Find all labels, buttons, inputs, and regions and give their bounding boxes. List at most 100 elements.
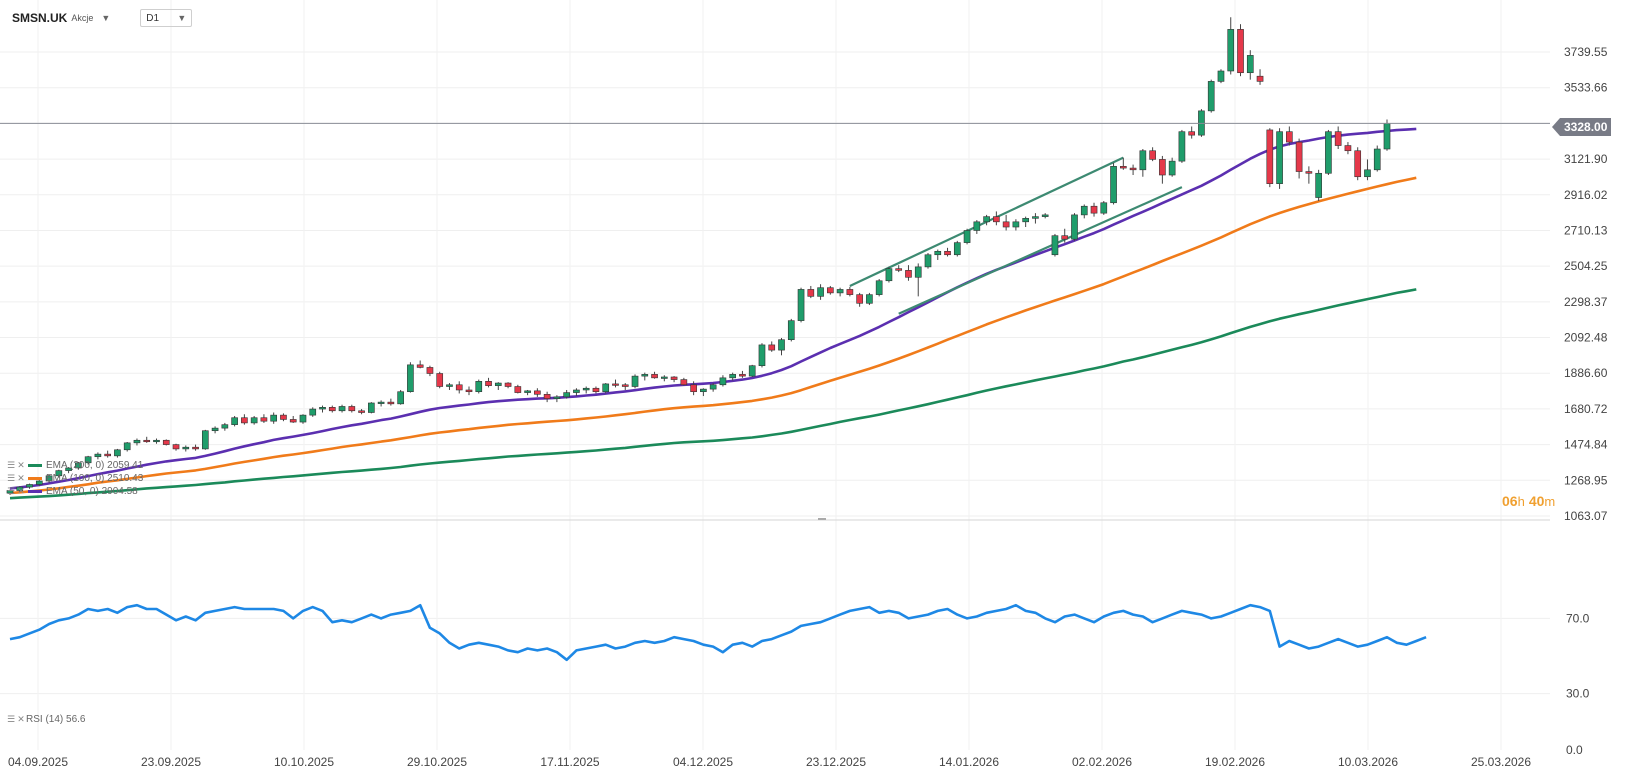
candle-up (973, 221, 981, 231)
close-icon[interactable]: ✕ (17, 486, 25, 496)
candle-up (6, 490, 14, 494)
ema100-value: 2510.43 (107, 473, 144, 484)
time-tick-label: 04.12.2025 (673, 755, 733, 769)
candle-up (953, 242, 961, 256)
candle-up (1100, 202, 1108, 214)
candle-up (1032, 216, 1039, 219)
symbol-dropdown-caret-icon[interactable]: ▼ (101, 13, 111, 23)
candle-down (543, 394, 551, 399)
ema100-label: EMA (100, 0) (46, 473, 105, 484)
candle-down (1119, 166, 1127, 169)
candle-down (1149, 150, 1156, 160)
candle-up (573, 389, 580, 393)
candle-up (1276, 131, 1283, 184)
price-tick-label: 3739.55 (1564, 45, 1608, 59)
price-tick-label: 1886.60 (1564, 366, 1608, 380)
candle-down (1286, 131, 1293, 143)
candle-up (553, 396, 561, 399)
time-tick-label: 23.09.2025 (141, 755, 201, 769)
candle-down (241, 417, 248, 424)
time-tick-label: 17.11.2025 (540, 755, 599, 769)
chart-toolbar: SMSN.UK Akcje ▼ D1 ▼ (12, 8, 193, 28)
candle-down (514, 386, 522, 393)
candle-down (993, 216, 1000, 223)
candle-down (426, 367, 434, 374)
candle-down (690, 384, 697, 393)
menu-icon[interactable]: ☰ (6, 486, 16, 496)
candle-up (397, 391, 404, 405)
close-icon[interactable]: ✕ (17, 714, 25, 724)
symbol-label: SMSN.UK (12, 11, 68, 25)
countdown-hours-unit: h (1517, 494, 1525, 509)
candle-up (1315, 172, 1322, 198)
price-tick-label: 2916.02 (1564, 188, 1608, 202)
last-price-tag: 3328.00 (1551, 118, 1612, 136)
candle-down (1061, 235, 1069, 240)
candle-down (895, 268, 903, 271)
candle-up (84, 456, 92, 464)
candle-up (75, 462, 82, 469)
price-tick-label: 1268.95 (1564, 473, 1608, 487)
candle-down (465, 389, 473, 393)
candle-down (680, 379, 688, 386)
candle-up (1071, 214, 1078, 240)
rsi-axis: 70.0 30.0 0.0 (1566, 611, 1590, 757)
candle-up (114, 449, 121, 457)
ema50-line (9, 127, 1417, 490)
candle-down (172, 444, 180, 450)
candle-up (65, 467, 72, 471)
candle-down (436, 373, 444, 387)
candle-up (231, 417, 238, 425)
candles (6, 17, 1391, 495)
candle-down (592, 387, 600, 393)
countdown-minutes: 40 (1528, 493, 1545, 509)
candle-up (934, 250, 942, 256)
trend-channel[interactable] (849, 156, 1183, 315)
candle-down (827, 287, 834, 294)
candle-down (944, 250, 951, 256)
time-tick-label: 10.03.2026 (1338, 755, 1398, 769)
menu-icon[interactable]: ☰ (6, 714, 16, 724)
time-tick-label: 29.10.2025 (407, 755, 467, 769)
candle-down (260, 417, 268, 422)
ema-lines (9, 127, 1417, 500)
time-tick-label: 10.10.2025 (274, 755, 334, 769)
candle-up (475, 381, 483, 393)
price-tick-label: 2710.13 (1564, 223, 1608, 237)
candle-up (407, 364, 414, 393)
legend-ema200: ☰ ✕ EMA (200, 0) 2059.41 (6, 460, 143, 471)
candle-down (856, 294, 863, 304)
candle-up (983, 216, 990, 223)
candle-up (1325, 131, 1332, 174)
ema50-value: 2904.58 (101, 486, 138, 497)
candle-up (719, 377, 727, 386)
candle-down (651, 374, 658, 379)
candle-up (1168, 160, 1176, 176)
time-tick-label: 02.02.2026 (1072, 755, 1132, 769)
close-icon[interactable]: ✕ (17, 473, 25, 483)
timeframe-select[interactable]: D1 ▼ (140, 9, 193, 27)
close-icon[interactable]: ✕ (17, 460, 25, 470)
candle-up (368, 402, 375, 413)
candle-up (211, 427, 219, 432)
rsi-line (9, 603, 1427, 662)
price-tick-label: 3121.90 (1564, 152, 1608, 166)
candle-down (612, 383, 619, 386)
candle-down (1344, 145, 1352, 152)
candle-countdown: 06h 40m (1502, 493, 1559, 509)
candle-down (1256, 75, 1264, 82)
menu-icon[interactable]: ☰ (6, 473, 16, 483)
candle-up (924, 254, 932, 268)
menu-icon[interactable]: ☰ (6, 460, 16, 470)
candle-up (817, 287, 824, 297)
price-tick-label: 1474.84 (1564, 438, 1608, 452)
candle-up (1383, 123, 1391, 150)
candle-down (1354, 150, 1362, 178)
candle-up (94, 453, 102, 458)
candle-up (45, 475, 53, 482)
candle-down (504, 382, 512, 387)
candle-down (104, 453, 111, 457)
candle-up (182, 446, 190, 450)
candle-up (709, 384, 717, 390)
